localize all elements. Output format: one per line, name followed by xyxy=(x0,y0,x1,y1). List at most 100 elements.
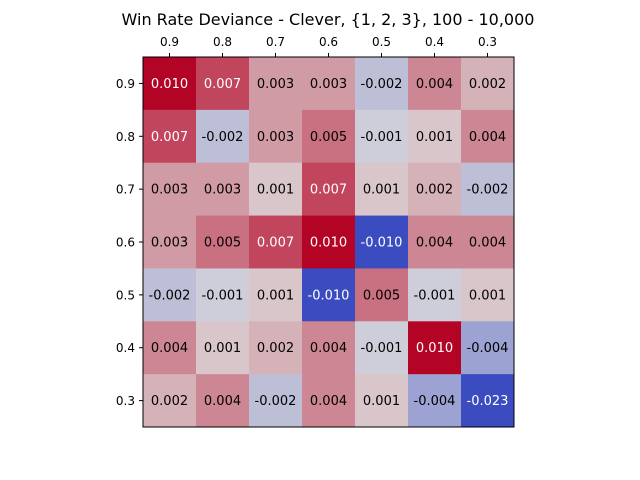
cell-value-label: 0.001 xyxy=(257,288,294,303)
y-tick-label: 0.7 xyxy=(116,183,135,197)
heatmap-cell xyxy=(355,374,409,428)
cell-value-label: 0.005 xyxy=(363,288,400,303)
heatmap-cell xyxy=(461,162,515,217)
heatmap-cell xyxy=(355,321,409,375)
cell-value-label: -0.001 xyxy=(361,341,403,356)
cell-value-label: -0.002 xyxy=(149,288,191,303)
cell-value-label: 0.007 xyxy=(310,183,347,198)
cell-value-label: 0.003 xyxy=(151,183,188,198)
heatmap-cell xyxy=(249,57,303,111)
heatmap-cell xyxy=(249,162,303,217)
cell-value-label: 0.001 xyxy=(204,341,241,356)
heatmap-cell xyxy=(408,268,462,322)
y-axis-ticks: 0.9 0.8 0.7 0.6 0.5 0.4 0.3 xyxy=(116,77,143,408)
heatmap-cell xyxy=(408,162,462,217)
cell-value-label: 0.003 xyxy=(257,77,294,92)
x-tick-label: 0.6 xyxy=(319,35,338,49)
heatmap-cell xyxy=(302,268,356,322)
heatmap-cell xyxy=(355,109,409,164)
cell-value-label: 0.003 xyxy=(151,236,188,251)
chart-title: Win Rate Deviance - Clever, {1, 2, 3}, 1… xyxy=(122,10,535,29)
x-tick-label: 0.8 xyxy=(213,35,232,49)
cell-value-label: -0.010 xyxy=(308,288,350,303)
heatmap-cell xyxy=(461,268,515,322)
heatmap-cell xyxy=(302,162,356,217)
cell-value-label: -0.001 xyxy=(414,288,456,303)
y-tick-label: 0.9 xyxy=(116,77,135,91)
cell-value-label: -0.002 xyxy=(255,394,297,409)
heatmap-cell xyxy=(249,215,303,269)
cell-value-label: 0.007 xyxy=(204,77,241,92)
x-tick-label: 0.9 xyxy=(160,35,179,49)
heatmap-cell xyxy=(408,109,462,164)
cell-value-label: 0.004 xyxy=(416,236,453,251)
cell-value-label: 0.002 xyxy=(257,341,294,356)
x-tick-label: 0.5 xyxy=(372,35,391,49)
cell-value-label: 0.004 xyxy=(469,236,506,251)
cell-value-label: -0.001 xyxy=(202,288,244,303)
cell-value-label: -0.002 xyxy=(361,77,403,92)
heatmap-cell xyxy=(408,57,462,111)
cell-value-label: 0.002 xyxy=(151,394,188,409)
heatmap-cell xyxy=(461,374,515,428)
y-tick-label: 0.6 xyxy=(116,236,135,250)
heatmap-cell xyxy=(355,57,409,111)
cell-value-label: 0.007 xyxy=(151,130,188,145)
cell-value-label: 0.010 xyxy=(310,236,347,251)
heatmap-cell xyxy=(355,162,409,217)
cell-value-label: -0.023 xyxy=(467,394,509,409)
y-tick-label: 0.3 xyxy=(116,394,135,408)
cell-value-label: 0.002 xyxy=(416,183,453,198)
cell-value-label: -0.010 xyxy=(361,236,403,251)
heatmap-cell xyxy=(196,374,250,428)
heatmap-cell xyxy=(461,109,515,164)
heatmap-cell xyxy=(143,109,197,164)
heatmap-cell xyxy=(461,57,515,111)
heatmap-cell xyxy=(355,268,409,322)
cell-value-label: 0.003 xyxy=(257,130,294,145)
heatmap-cell xyxy=(249,321,303,375)
heatmap-cell xyxy=(249,374,303,428)
cell-value-label: 0.001 xyxy=(469,288,506,303)
y-tick-label: 0.4 xyxy=(116,341,135,355)
cell-value-label: 0.005 xyxy=(204,236,241,251)
heatmap-cell xyxy=(302,57,356,111)
x-tick-label: 0.4 xyxy=(425,35,444,49)
heatmap-cell xyxy=(408,374,462,428)
heatmap-cell xyxy=(143,268,197,322)
heatmap-cell xyxy=(355,215,409,269)
x-tick-label: 0.3 xyxy=(478,35,497,49)
cell-value-label: 0.001 xyxy=(363,183,400,198)
heatmap-cell xyxy=(143,162,197,217)
cell-value-label: 0.004 xyxy=(310,341,347,356)
cell-value-label: 0.010 xyxy=(416,341,453,356)
heatmap-cell xyxy=(143,215,197,269)
heatmap-cell xyxy=(408,321,462,375)
cell-value-label: -0.002 xyxy=(467,183,509,198)
heatmap-cell xyxy=(196,215,250,269)
cell-value-label: 0.001 xyxy=(416,130,453,145)
heatmap-cell xyxy=(196,109,250,164)
x-axis-ticks: 0.9 0.8 0.7 0.6 0.5 0.4 0.3 xyxy=(160,35,497,57)
heatmap-cell xyxy=(143,321,197,375)
cell-value-label: 0.004 xyxy=(469,130,506,145)
x-tick-label: 0.7 xyxy=(266,35,285,49)
cell-value-label: 0.002 xyxy=(469,77,506,92)
plot-frame xyxy=(142,56,515,428)
cell-value-label: 0.004 xyxy=(151,341,188,356)
heatmap-cell xyxy=(302,321,356,375)
cell-value-label: 0.005 xyxy=(310,130,347,145)
cell-value-label: -0.004 xyxy=(414,394,456,409)
cell-value-label: 0.001 xyxy=(257,183,294,198)
heatmap-cell xyxy=(143,57,197,111)
y-tick-label: 0.5 xyxy=(116,288,135,302)
heatmap-cell xyxy=(196,268,250,322)
heatmap-cell xyxy=(196,321,250,375)
heatmap-cell xyxy=(302,109,356,164)
heatmap-cell xyxy=(302,215,356,269)
cell-value-label: 0.010 xyxy=(151,77,188,92)
cell-value-label: 0.004 xyxy=(416,77,453,92)
heatmap-cells xyxy=(143,57,515,428)
heatmap-cell xyxy=(302,374,356,428)
